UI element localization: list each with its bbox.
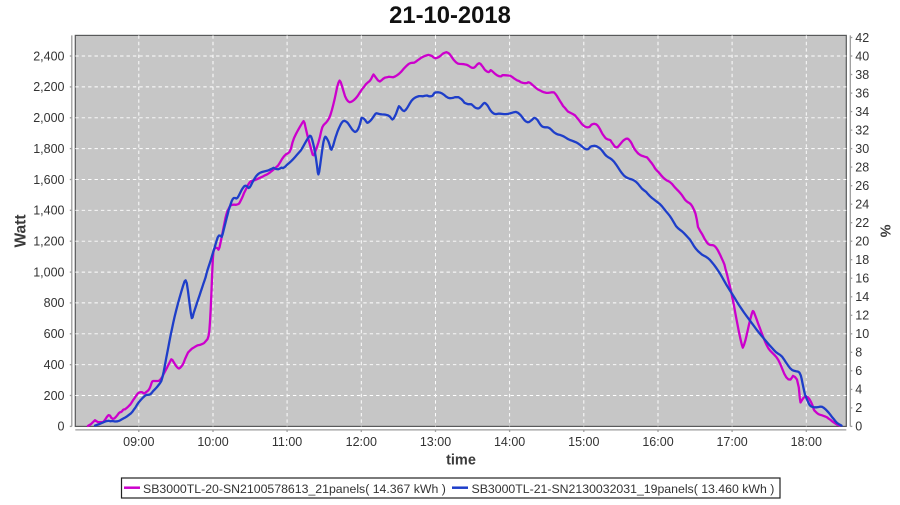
svg-text:17:00: 17:00 <box>716 435 747 449</box>
svg-text:1,200: 1,200 <box>33 235 64 249</box>
svg-text:32: 32 <box>855 123 869 137</box>
svg-text:4: 4 <box>855 383 862 397</box>
svg-text:2: 2 <box>855 401 862 415</box>
svg-text:38: 38 <box>855 68 869 82</box>
svg-text:600: 600 <box>44 327 65 341</box>
svg-text:SB3000TL-21-SN2130032031_19pan: SB3000TL-21-SN2130032031_19panels( 13.46… <box>472 482 775 496</box>
svg-text:2,400: 2,400 <box>33 49 64 63</box>
svg-text:21-10-2018: 21-10-2018 <box>389 2 511 29</box>
svg-text:20: 20 <box>855 235 869 249</box>
svg-text:10: 10 <box>855 327 869 341</box>
svg-text:16:00: 16:00 <box>642 435 673 449</box>
svg-text:1,400: 1,400 <box>33 204 64 218</box>
svg-text:16: 16 <box>855 272 869 286</box>
svg-text:15:00: 15:00 <box>568 435 599 449</box>
svg-text:10:00: 10:00 <box>197 435 228 449</box>
svg-text:34: 34 <box>855 105 869 119</box>
svg-text:40: 40 <box>855 49 869 63</box>
svg-text:800: 800 <box>44 296 65 310</box>
svg-text:1,600: 1,600 <box>33 173 64 187</box>
svg-text:13:00: 13:00 <box>420 435 451 449</box>
svg-text:1,800: 1,800 <box>33 142 64 156</box>
svg-text:30: 30 <box>855 142 869 156</box>
svg-text:8: 8 <box>855 346 862 360</box>
svg-text:0: 0 <box>855 420 862 434</box>
svg-text:14: 14 <box>855 290 869 304</box>
svg-text:1,000: 1,000 <box>33 265 64 279</box>
svg-text:2,000: 2,000 <box>33 111 64 125</box>
svg-text:22: 22 <box>855 216 869 230</box>
svg-text:18: 18 <box>855 253 869 267</box>
svg-text:Watt: Watt <box>13 215 30 248</box>
svg-text:11:00: 11:00 <box>272 435 302 449</box>
svg-text:0: 0 <box>58 420 65 434</box>
svg-text:18:00: 18:00 <box>791 435 822 449</box>
svg-text:400: 400 <box>44 358 65 372</box>
svg-text:SB3000TL-20-SN2100578613_21pan: SB3000TL-20-SN2100578613_21panels( 14.36… <box>143 482 446 496</box>
svg-text:24: 24 <box>855 198 869 212</box>
svg-text:14:00: 14:00 <box>494 435 525 449</box>
svg-text:12:00: 12:00 <box>346 435 377 449</box>
svg-text:28: 28 <box>855 160 869 174</box>
svg-text:time: time <box>446 453 476 469</box>
svg-text:200: 200 <box>44 389 65 403</box>
svg-text:26: 26 <box>855 179 869 193</box>
svg-text:09:00: 09:00 <box>123 435 154 449</box>
svg-text:6: 6 <box>855 364 862 378</box>
svg-text:12: 12 <box>855 309 869 323</box>
svg-text:2,200: 2,200 <box>33 80 64 94</box>
svg-text:42: 42 <box>855 31 869 45</box>
svg-text:%: % <box>877 225 893 238</box>
svg-text:36: 36 <box>855 86 869 100</box>
